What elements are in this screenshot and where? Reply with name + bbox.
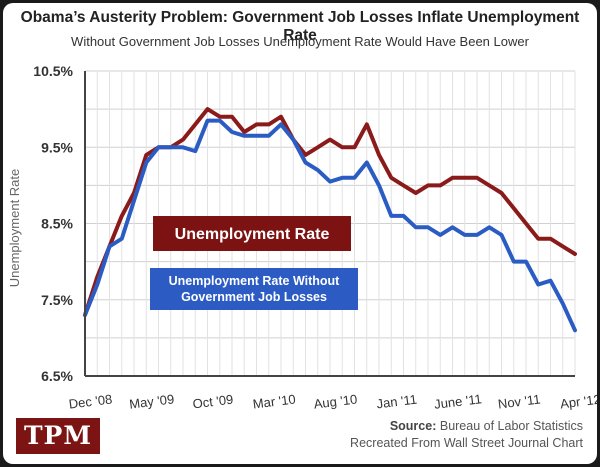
axes xyxy=(84,71,575,377)
y-tick-label: 9.5% xyxy=(41,139,73,155)
y-axis-label: Unemployment Rate xyxy=(7,169,22,288)
x-tick-label: Oct '09 xyxy=(192,392,234,412)
legend-without-gov-box xyxy=(150,268,358,310)
series-lines xyxy=(83,107,577,333)
x-tick-label: Jan '11 xyxy=(376,392,418,412)
y-tick-labels: 10.5% 9.5% 8.5% 7.5% 6.5% xyxy=(33,63,73,384)
legend-without-gov-line: Unemployment Rate Without xyxy=(169,274,341,288)
x-tick-label: Nov '11 xyxy=(497,391,541,411)
tpm-logo: TPM xyxy=(16,418,100,454)
without-gov-line xyxy=(83,118,577,333)
x-tick-label: May '09 xyxy=(128,391,175,411)
source-line2: Recreated From Wall Street Journal Chart xyxy=(350,436,583,450)
line-chart: 10.5% 9.5% 8.5% 7.5% 6.5% Dec '08 May '09 Oct … xyxy=(7,63,597,412)
x-tick-label: Dec '08 xyxy=(68,391,113,411)
x-tick-label: Apr '12 xyxy=(559,392,597,412)
chart-title: Obama’s Austerity Problem: Government Jo… xyxy=(20,9,580,44)
legend-unemployment-label: Unemployment Rate xyxy=(175,226,330,243)
legend-unemployment: Unemployment Rate xyxy=(153,216,351,251)
x-tick-label: Mar '10 xyxy=(252,391,296,411)
legend-unemployment-box xyxy=(153,216,351,251)
source-note: Source: Bureau of Labor Statistics Recre… xyxy=(350,418,583,452)
legend-without-gov-label: Unemployment Rate Without Government Job … xyxy=(169,274,341,304)
x-tick-label: June '11 xyxy=(433,391,482,412)
x-tick-label: Aug '10 xyxy=(313,391,358,411)
y-tick-label: 7.5% xyxy=(41,292,73,308)
legend-without-gov: Unemployment Rate Without Government Job … xyxy=(150,268,358,310)
y-tick-label: 10.5% xyxy=(33,63,73,79)
x-tick-labels: Dec '08 May '09 Oct '09 Mar '10 Aug '10 Jan '… xyxy=(68,391,597,412)
chart-subtitle: Without Government Job Losses Unemployme… xyxy=(71,34,529,49)
y-tick-label: 8.5% xyxy=(41,216,73,232)
legend-without-gov-line: Government Job Losses xyxy=(181,290,327,304)
source-text: Bureau of Labor Statistics xyxy=(439,419,583,433)
y-tick-label: 6.5% xyxy=(41,368,73,384)
chart-frame: Obama’s Austerity Problem: Government Jo… xyxy=(3,3,597,464)
source-label: Source: xyxy=(389,419,437,433)
